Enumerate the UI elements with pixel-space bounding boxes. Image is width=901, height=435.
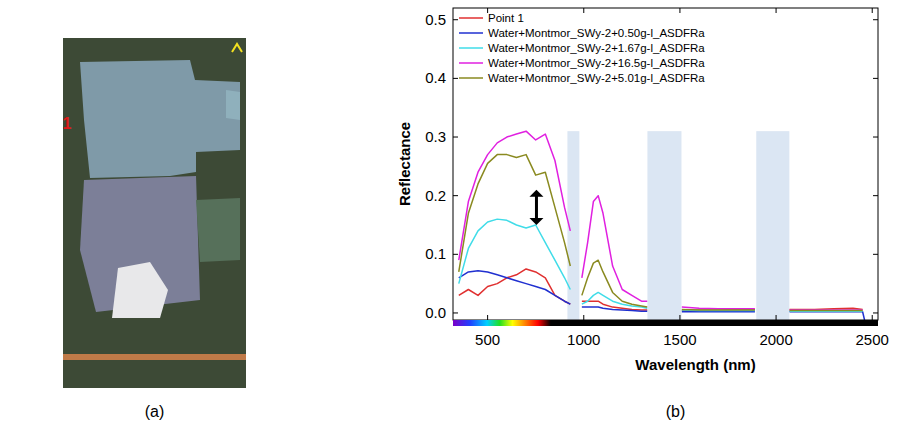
legend-label: Water+Montmor_SWy-2+1.67g-l_ASDFRa — [488, 42, 705, 54]
x-axis-title: Wavelength (nm) — [635, 356, 755, 373]
x-tick — [679, 8, 680, 13]
plot-frame — [453, 8, 878, 320]
legend-swatch — [459, 62, 483, 64]
x-tick — [679, 315, 680, 320]
y-tick-label: 0.2 — [425, 187, 446, 204]
legend-swatch — [459, 47, 483, 49]
y-tick-label: 0.0 — [425, 304, 446, 321]
y-tick — [873, 195, 878, 196]
x-tick-label: 1000 — [567, 331, 600, 348]
legend-swatch — [459, 17, 483, 19]
y-tick-label: 0.3 — [425, 128, 446, 145]
figure: 1 (a) 0.0 0.1 0.2 0.3 0.4 0.5 500 1000 1500 2000 250… — [0, 0, 901, 435]
arrow-head — [529, 190, 543, 197]
panel-label: (a) — [145, 403, 165, 420]
series-line — [459, 131, 863, 310]
x-tick — [776, 8, 777, 13]
series-line — [459, 219, 863, 311]
image-background — [63, 38, 246, 388]
road — [63, 354, 246, 360]
y-tick — [873, 78, 878, 79]
north-arrow — [232, 44, 242, 52]
series-line — [459, 269, 863, 311]
legend-label: Point 1 — [488, 12, 524, 24]
y-tick — [873, 312, 878, 313]
y-tick — [453, 78, 458, 79]
x-tick-label: 500 — [475, 331, 500, 348]
legend-label: Water+Montmor_SWy-2+16.5g-l_ASDFRa — [488, 57, 705, 69]
point-label: 1 — [63, 115, 72, 132]
x-tick — [583, 315, 584, 320]
arrow-head — [529, 218, 543, 225]
masked-band — [756, 131, 789, 320]
y-tick — [873, 254, 878, 255]
satellite-image — [63, 38, 246, 388]
x-tick-label: 1500 — [663, 331, 696, 348]
vegetation — [196, 198, 240, 262]
x-tick-label: 2500 — [856, 331, 889, 348]
legend-swatch — [459, 77, 483, 79]
y-tick — [873, 19, 878, 20]
series-line — [459, 271, 865, 320]
pond-small — [226, 90, 240, 120]
legend: Point 1 Water+Montmor_SWy-2+0.50g-l_ASDFR… — [459, 12, 705, 84]
white-patch — [112, 262, 168, 318]
y-tick — [873, 137, 878, 138]
x-tick — [583, 8, 584, 13]
double-arrow — [529, 190, 543, 225]
y-tick — [453, 19, 458, 20]
masked-band — [647, 131, 681, 320]
plot-area — [459, 131, 865, 320]
pond-upper — [80, 60, 240, 178]
spectrum-bar — [453, 320, 878, 326]
y-tick-label: 0.1 — [425, 245, 446, 262]
y-tick — [453, 254, 458, 255]
x-tick — [776, 315, 777, 320]
y-axis-title: Reflectance — [396, 122, 413, 206]
y-tick — [453, 195, 458, 196]
legend-label: Water+Montmor_SWy-2+0.50g-l_ASDFRa — [488, 27, 705, 39]
x-tick — [872, 8, 873, 13]
x-tick — [872, 315, 873, 320]
arrow-shaft — [535, 196, 538, 219]
y-tick — [453, 137, 458, 138]
legend-label: Water+Montmor_SWy-2+5.01g-l_ASDFRa — [488, 72, 705, 84]
y-tick-label: 0.5 — [425, 11, 446, 28]
legend-swatch — [459, 32, 483, 34]
y-tick-label: 0.4 — [425, 69, 446, 86]
panel-label: (b) — [666, 403, 686, 420]
x-tick-label: 2000 — [759, 331, 792, 348]
series-line — [459, 155, 863, 311]
x-tick — [487, 315, 488, 320]
y-tick — [453, 312, 458, 313]
